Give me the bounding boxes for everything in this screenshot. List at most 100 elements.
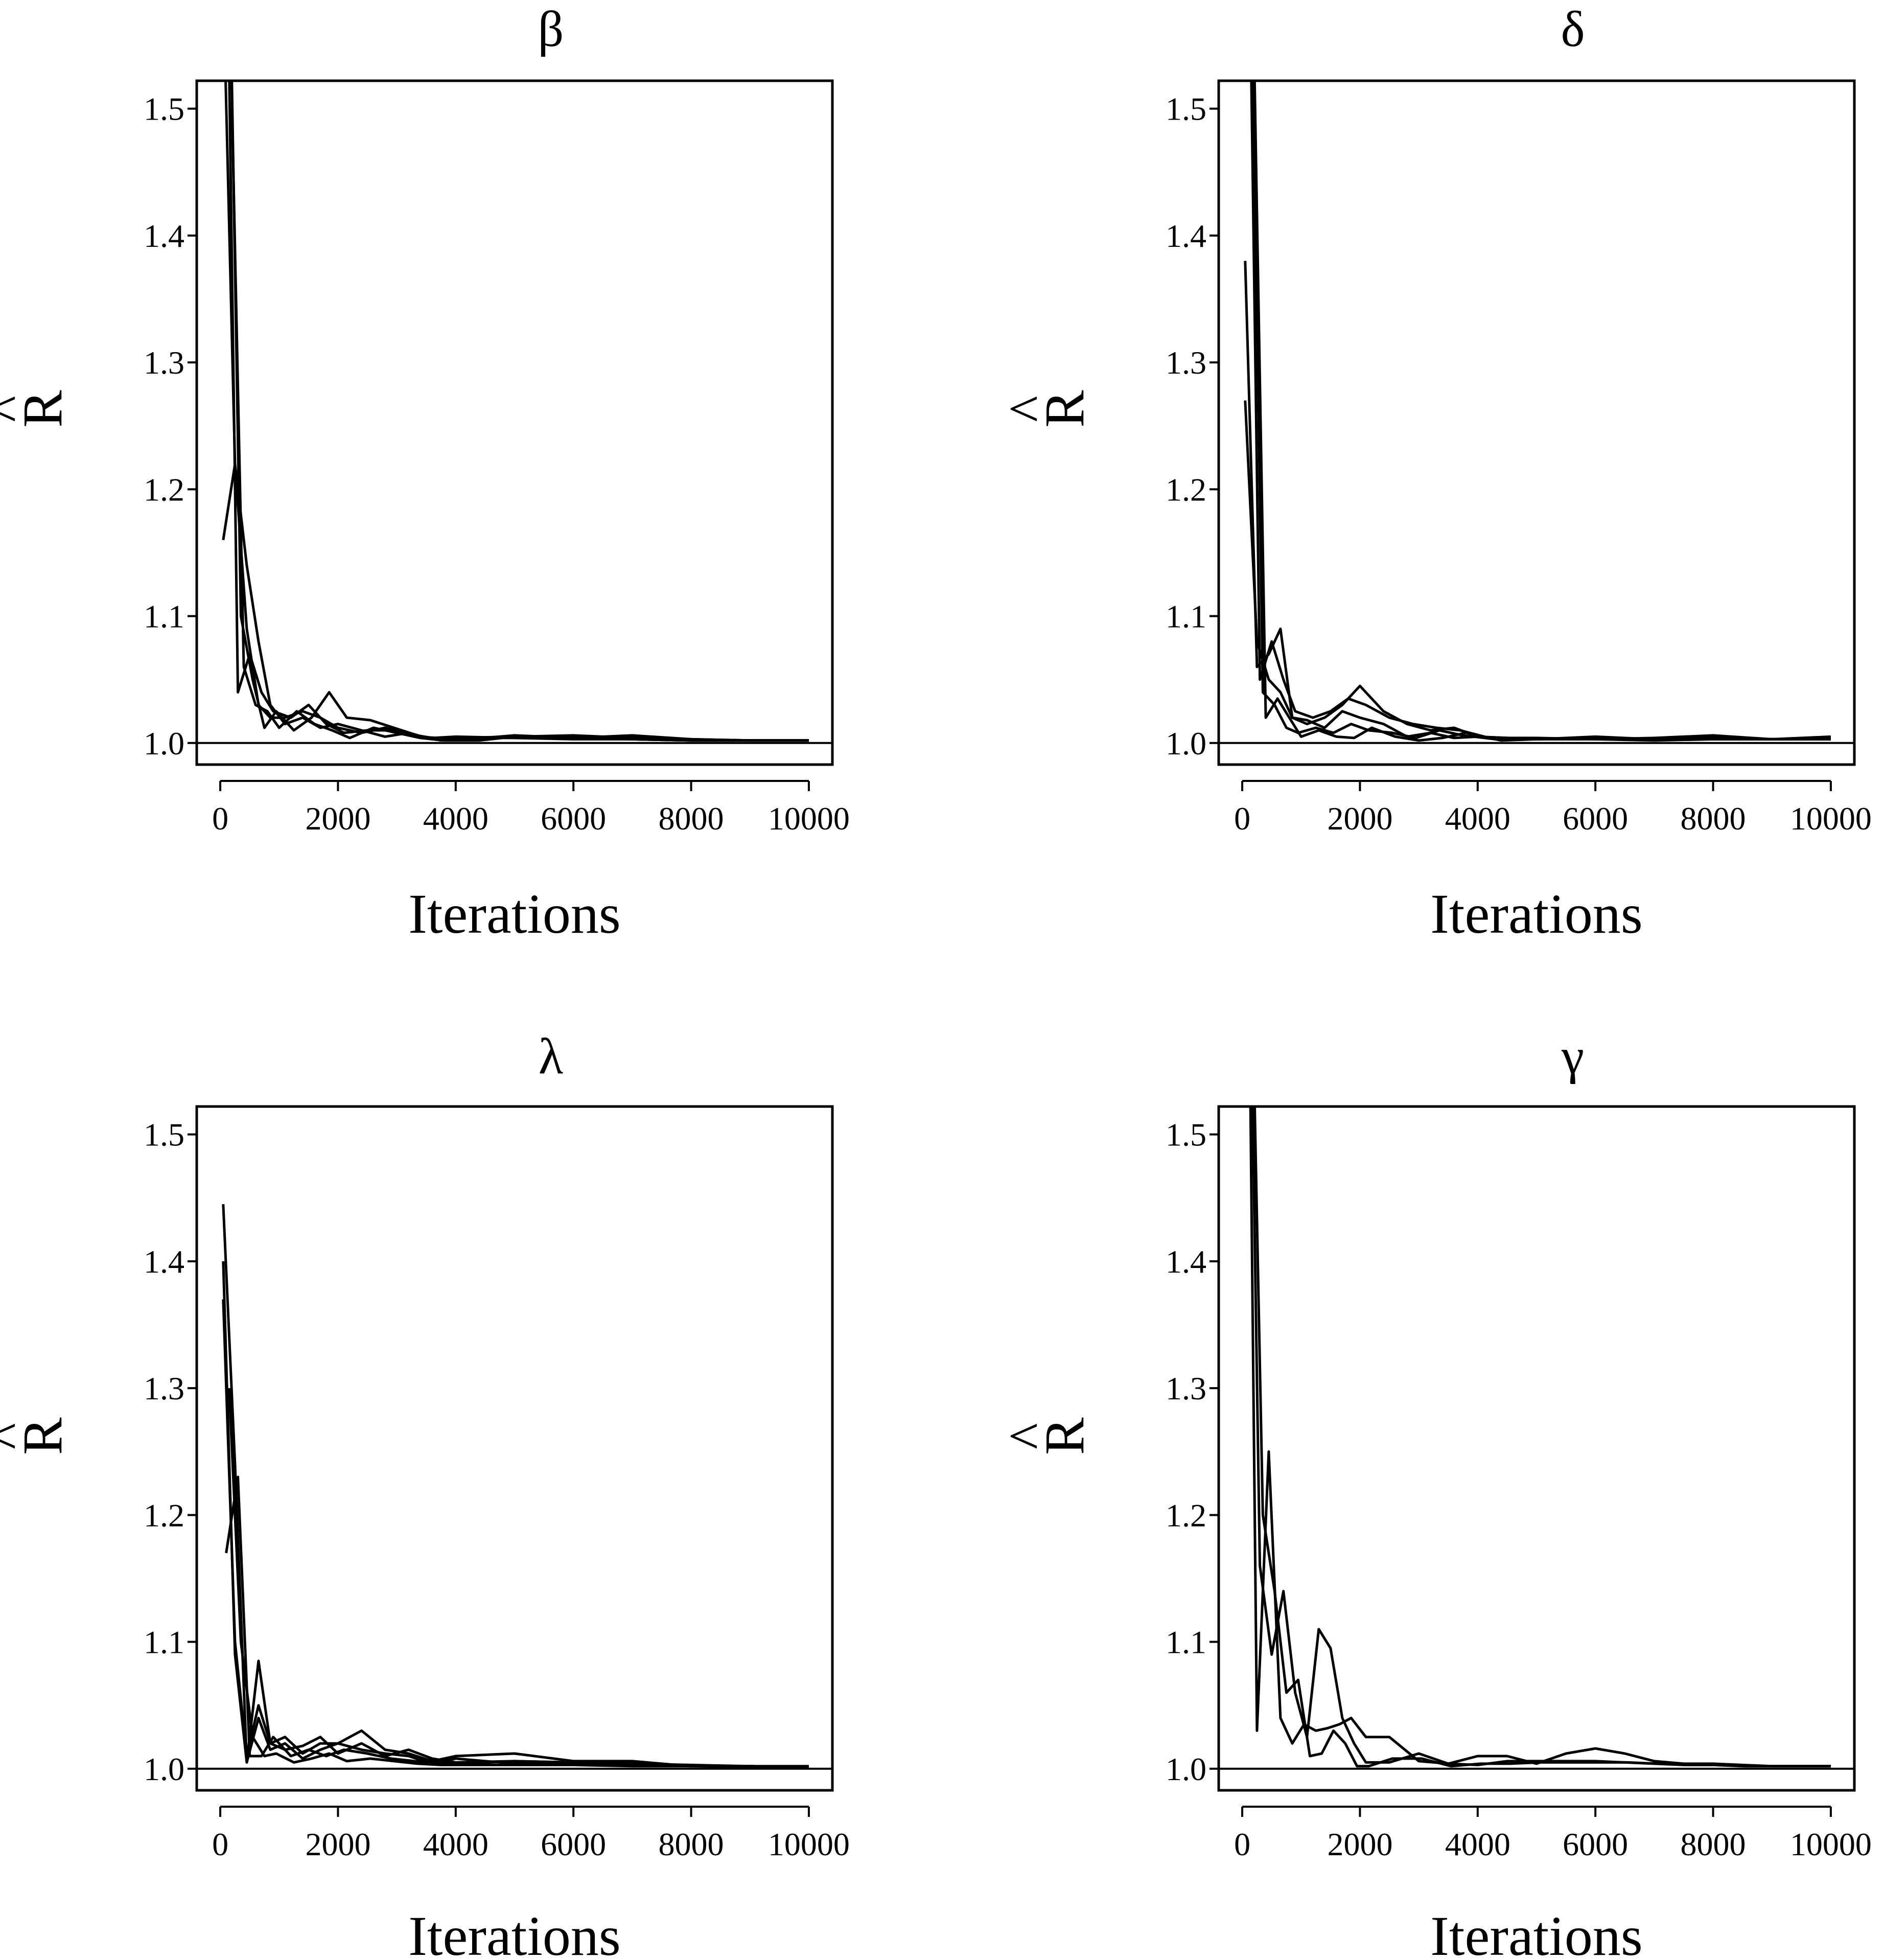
plot-frame	[1217, 1105, 1856, 1792]
series-line	[225, 1475, 809, 1769]
plot-frame	[1217, 79, 1856, 766]
series-line	[1244, 261, 1831, 741]
y-axis-label: R ^	[0, 390, 74, 428]
y-tick-label: 1.4	[144, 218, 184, 254]
y-tick-label: 1.3	[1166, 1370, 1206, 1406]
x-axis: 0 2000 4000 6000 8000 10000	[212, 1806, 850, 1862]
x-axis: 0 2000 4000 6000 8000 10000	[1234, 1806, 1872, 1862]
y-tick-label: 1.3	[1166, 344, 1206, 381]
series-line	[1252, 81, 1831, 742]
y-tick-label: 1.2	[1166, 471, 1206, 508]
plot-frame	[195, 79, 834, 766]
x-tick-label: 2000	[1327, 800, 1392, 837]
x-tick-label: 10000	[768, 800, 850, 837]
y-axis-label-text: R	[1033, 390, 1096, 428]
series-line	[230, 81, 809, 742]
panel-title: δ	[1561, 1, 1585, 57]
y-tick-label: 1.0	[144, 1751, 184, 1787]
y-axis: 1.0 1.1 1.2 1.3 1.4 1.5	[1166, 1117, 1219, 1787]
series-line	[1253, 1106, 1831, 1768]
y-axis-label: R ^	[997, 1417, 1096, 1455]
series-line	[222, 463, 809, 742]
panel-title: γ	[1561, 1028, 1584, 1085]
x-tick-label: 2000	[1327, 1826, 1392, 1862]
series-line	[228, 81, 809, 742]
y-tick-label: 1.5	[1166, 1117, 1206, 1153]
x-tick-label: 10000	[768, 1826, 850, 1862]
x-axis-label: Iterations	[1430, 883, 1642, 945]
panel-lambda: λ 1.0 1.1 1.2 1.3 1.4 1.5 0 2000 4000 6000 8000 10…	[0, 1028, 850, 1960]
y-tick-label: 1.4	[1166, 218, 1206, 254]
y-tick-label: 1.0	[144, 725, 184, 762]
series-group	[1249, 1106, 1831, 1768]
series-group	[222, 1204, 809, 1769]
y-axis-label-text: R	[11, 390, 74, 428]
y-axis: 1.0 1.1 1.2 1.3 1.4 1.5	[144, 91, 197, 762]
y-axis-label: R ^	[0, 1417, 74, 1455]
y-axis-label-hat: ^	[997, 1423, 1060, 1449]
x-tick-label: 4000	[423, 1826, 489, 1862]
x-tick-label: 8000	[1681, 1826, 1746, 1862]
series-line	[227, 1388, 809, 1769]
x-tick-label: 0	[1234, 1826, 1250, 1862]
series-group	[1244, 81, 1831, 742]
y-tick-label: 1.3	[144, 1370, 184, 1406]
series-line	[1253, 81, 1831, 742]
x-tick-label: 0	[212, 1826, 228, 1862]
x-axis-label: Iterations	[408, 883, 620, 945]
panel-title: β	[538, 1, 564, 57]
x-tick-label: 2000	[305, 1826, 370, 1862]
x-tick-label: 0	[1234, 800, 1250, 837]
panel-gamma: γ 1.0 1.1 1.2 1.3 1.4 1.5 0 2000 4000 6000 8000 10…	[997, 1028, 1872, 1960]
y-tick-label: 1.5	[144, 91, 184, 127]
x-tick-label: 6000	[541, 1826, 606, 1862]
x-tick-label: 6000	[541, 800, 606, 837]
x-tick-label: 4000	[1445, 800, 1510, 837]
y-axis: 1.0 1.1 1.2 1.3 1.4 1.5	[1166, 91, 1219, 762]
y-axis-label-hat: ^	[0, 396, 38, 422]
panel-delta: δ 1.0 1.1 1.2 1.3 1.4 1.5 0 2000 4000 6000 8000 10…	[997, 1, 1872, 945]
y-tick-label: 1.1	[1166, 598, 1206, 635]
x-tick-label: 4000	[423, 800, 489, 837]
series-group	[222, 81, 809, 742]
y-tick-label: 1.2	[144, 471, 184, 508]
y-tick-label: 1.5	[1166, 91, 1206, 127]
series-line	[1249, 1106, 1831, 1768]
y-axis-label-hat: ^	[0, 1423, 38, 1449]
series-line	[230, 108, 809, 742]
series-line	[222, 1261, 809, 1769]
y-tick-label: 1.0	[1166, 1751, 1206, 1787]
y-axis-label: R ^	[997, 390, 1096, 428]
y-tick-label: 1.1	[144, 598, 184, 635]
series-line	[1251, 1106, 1831, 1768]
x-axis: 0 2000 4000 6000 8000 10000	[1234, 780, 1872, 837]
y-tick-label: 1.1	[1166, 1624, 1206, 1661]
series-line	[222, 1204, 809, 1769]
series-line	[222, 1299, 809, 1768]
y-tick-label: 1.3	[144, 344, 184, 381]
y-tick-label: 1.2	[1166, 1497, 1206, 1533]
plot-frame	[195, 1105, 834, 1792]
x-tick-label: 4000	[1445, 1826, 1510, 1862]
x-tick-label: 6000	[1563, 800, 1628, 837]
x-tick-label: 10000	[1790, 1826, 1872, 1862]
y-tick-label: 1.0	[1166, 725, 1206, 762]
panel-beta: β 1.0 1.1 1.2 1.3 1.4 1.5 0 2000 4000 6000 8000 10…	[0, 1, 850, 945]
y-tick-label: 1.4	[144, 1243, 184, 1280]
x-tick-label: 2000	[305, 800, 370, 837]
x-axis: 0 2000 4000 6000 8000 10000	[212, 780, 850, 837]
x-tick-label: 8000	[659, 800, 724, 837]
y-tick-label: 1.5	[144, 1117, 184, 1153]
series-line	[1244, 400, 1831, 741]
x-tick-label: 0	[212, 800, 228, 837]
x-axis-label: Iterations	[408, 1905, 620, 1960]
y-tick-label: 1.4	[1166, 1243, 1206, 1280]
x-axis-label: Iterations	[1430, 1905, 1642, 1960]
y-tick-label: 1.2	[144, 1497, 184, 1533]
x-tick-label: 10000	[1790, 800, 1872, 837]
y-axis-label-text: R	[11, 1417, 74, 1455]
x-tick-label: 8000	[659, 1826, 724, 1862]
x-tick-label: 8000	[1681, 800, 1746, 837]
y-tick-label: 1.1	[144, 1624, 184, 1661]
